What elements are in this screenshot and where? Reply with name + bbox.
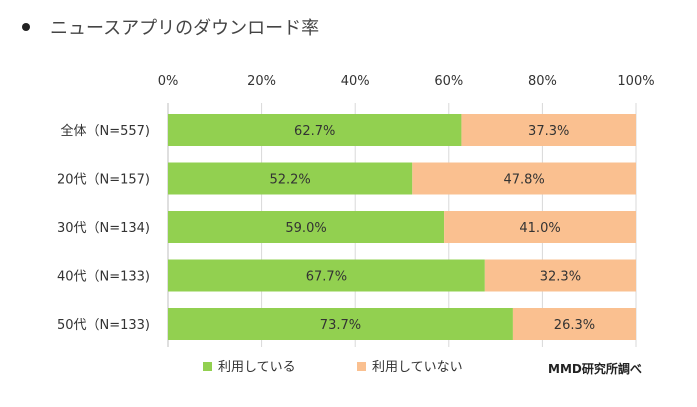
bar-segments: 62.7% 37.3% 52.2% 47.8% 59.0% 41.0% 67.7% 32.3%…: [168, 114, 636, 340]
x-tick-label: 20%: [247, 74, 276, 89]
data-label: 32.3%: [540, 270, 581, 285]
bar-segment-not-using: [444, 211, 636, 243]
bar-segment-not-using: [484, 259, 636, 292]
bar-segment-using: [168, 211, 445, 243]
data-label: 73.7%: [320, 318, 361, 333]
bar-segment-using: [168, 308, 513, 340]
bar-segment-using: [168, 114, 462, 146]
category-labels: 全体（N=557) 20代（N=157) 30代（N=134) 40代（N=133) 5…: [57, 123, 150, 333]
bar-segment-not-using: [461, 114, 636, 146]
category-label: 50代（N=133): [57, 318, 150, 333]
x-tick-label: 0%: [158, 74, 179, 89]
legend-label: 利用していない: [372, 360, 463, 375]
x-tick-label: 80%: [528, 74, 557, 89]
data-label: 41.0%: [519, 221, 560, 236]
chart-title: ニュースアプリのダウンロード率: [22, 14, 319, 40]
legend-swatch: [357, 362, 366, 371]
x-tick-label: 60%: [434, 74, 463, 89]
bar-segment-not-using: [512, 308, 636, 340]
category-label: 40代（N=133): [57, 270, 150, 285]
chart-title-text: ニュースアプリのダウンロード率: [50, 18, 320, 39]
bar-segment-using: [168, 259, 485, 292]
category-label: 30代（N=134): [57, 221, 150, 236]
data-label: 47.8%: [503, 173, 544, 188]
legend-label: 利用している: [218, 360, 296, 375]
bar-segment-not-using: [412, 162, 636, 195]
bullet-icon: [22, 23, 30, 31]
x-tick-label: 40%: [341, 74, 370, 89]
category-label: 20代（N=157): [57, 173, 150, 188]
data-label: 37.3%: [528, 124, 569, 139]
x-axis-tick-labels: 0% 20% 40% 60% 80% 100%: [158, 74, 655, 89]
data-label: 67.7%: [306, 270, 347, 285]
data-label: 59.0%: [285, 221, 326, 236]
legend-swatch: [203, 362, 212, 371]
source-note: MMD研究所調べ: [548, 362, 642, 376]
data-label: 52.2%: [269, 173, 310, 188]
data-label: 62.7%: [294, 124, 335, 139]
bar-segment-using: [168, 162, 413, 195]
data-label: 26.3%: [554, 318, 595, 333]
category-label: 全体（N=557): [60, 123, 150, 139]
legend: 利用している 利用していない: [203, 360, 463, 375]
x-tick-label: 100%: [617, 74, 654, 89]
